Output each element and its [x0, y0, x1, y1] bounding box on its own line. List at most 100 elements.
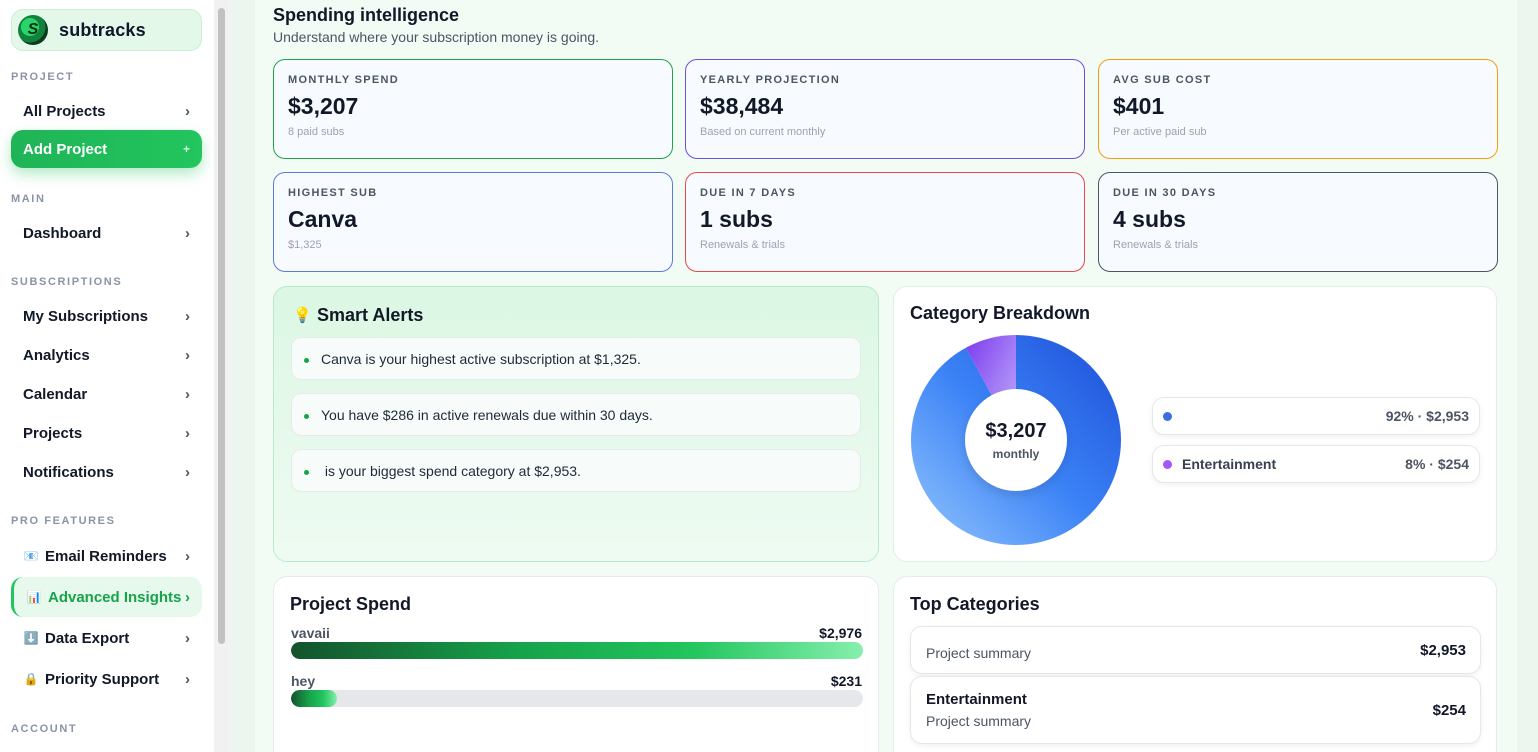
alert-text: You have $286 in active renewals due wit…	[321, 406, 653, 423]
stat-card-highest-sub: HIGHEST SUB Canva $1,325	[273, 172, 673, 272]
sidebar-item-label: Data Export	[45, 629, 130, 647]
chevron-right-icon: ›	[185, 102, 190, 120]
chevron-right-icon: ›	[185, 547, 190, 565]
chevron-right-icon: ›	[185, 588, 190, 606]
sidebar-scrollbar[interactable]	[214, 0, 230, 752]
project-name: vavaii	[291, 625, 330, 641]
main-content: Spending intelligence Understand where y…	[255, 0, 1517, 752]
lock-icon: 🔒	[23, 672, 39, 686]
stat-value: Canva	[288, 206, 358, 232]
category-row[interactable]: Project summary $2,953	[910, 626, 1481, 674]
alert-item: You have $286 in active renewals due wit…	[291, 393, 861, 436]
donut-center-value: $3,207	[985, 420, 1046, 442]
sidebar-item-add-project[interactable]: Add Project +	[11, 130, 202, 168]
stat-subtext: $1,325	[288, 239, 322, 251]
stat-value: 4 subs	[1113, 206, 1186, 232]
sidebar-item-email-reminders[interactable]: 📧 Email Reminders ›	[11, 537, 202, 575]
project-progress-fill	[291, 690, 337, 707]
category-donut-chart: $3,207 monthly	[911, 335, 1121, 545]
sidebar-item-label: Priority Support	[45, 670, 160, 688]
stat-card-due-30-days: DUE IN 30 DAYS 4 subs Renewals & trials	[1098, 172, 1498, 272]
legend-dot-icon	[1163, 411, 1172, 421]
sidebar-item-dashboard[interactable]: Dashboard ›	[11, 214, 202, 252]
brand-name: subtracks	[59, 19, 146, 40]
stat-label: DUE IN 30 DAYS	[1113, 187, 1217, 199]
alert-item: is your biggest spend category at $2,953…	[291, 449, 861, 492]
stat-card-due-7-days: DUE IN 7 DAYS 1 subs Renewals & trials	[685, 172, 1085, 272]
smart-alerts-card: 💡 Smart Alerts Canva is your highest act…	[273, 286, 879, 562]
sidebar-item-notifications[interactable]: Notifications ›	[11, 453, 202, 491]
stat-label: DUE IN 7 DAYS	[700, 187, 796, 199]
project-name: hey	[291, 673, 316, 689]
top-categories-card: Top Categories Project summary $2,953 En…	[893, 576, 1497, 752]
stat-subtext: Renewals & trials	[1113, 239, 1198, 251]
stat-card-yearly-projection: YEARLY PROJECTION $38,484 Based on curre…	[685, 59, 1085, 159]
stat-value: $401	[1113, 93, 1165, 119]
bullet-dot-icon	[304, 358, 309, 363]
sidebar-item-label: Dashboard	[23, 224, 102, 242]
category-row[interactable]: Entertainment Project summary $254	[910, 676, 1481, 744]
sidebar-item-my-subscriptions[interactable]: My Subscriptions ›	[11, 297, 202, 335]
sidebar-item-label: Notifications	[23, 463, 114, 481]
chevron-right-icon: ›	[185, 385, 190, 403]
legend-dot-icon	[1163, 459, 1172, 469]
sidebar-item-projects[interactable]: Projects ›	[11, 414, 202, 452]
sidebar-item-all-projects[interactable]: All Projects ›	[11, 92, 202, 130]
category-name: Entertainment	[926, 691, 1027, 708]
legend-value: 8% · $254	[1405, 456, 1469, 472]
alert-text: Canva is your highest active subscriptio…	[321, 350, 641, 367]
project-value: $2,976	[819, 625, 862, 641]
sidebar-item-label: Calendar	[23, 385, 88, 403]
plus-icon: +	[182, 142, 190, 156]
brand-logo[interactable]: S subtracks	[11, 9, 202, 51]
stat-subtext: Renewals & trials	[700, 239, 785, 251]
chevron-right-icon: ›	[185, 307, 190, 325]
chevron-right-icon: ›	[185, 670, 190, 688]
sidebar-item-advanced-insights[interactable]: 📊 Advanced Insights ›	[11, 577, 202, 617]
stat-label: YEARLY PROJECTION	[700, 74, 841, 86]
sidebar-item-label: Add Project	[23, 140, 108, 158]
chevron-right-icon: ›	[185, 224, 190, 242]
chevron-right-icon: ›	[185, 424, 190, 442]
smart-alerts-title: Smart Alerts	[317, 305, 424, 325]
category-value: $2,953	[1420, 642, 1466, 659]
stat-value: $3,207	[288, 93, 359, 119]
sidebar-item-label: Advanced Insights	[48, 588, 182, 606]
top-categories-title: Top Categories	[910, 594, 1040, 614]
sidebar-item-label: Email Reminders	[45, 547, 167, 565]
section-label-project: PROJECT	[11, 71, 75, 83]
sidebar-item-label: My Subscriptions	[23, 307, 149, 325]
bullet-dot-icon	[304, 414, 309, 419]
stat-value: 1 subs	[700, 206, 773, 232]
category-sub: Project summary	[926, 713, 1032, 729]
bar-chart-icon: 📊	[26, 590, 42, 604]
sidebar-item-label: Projects	[23, 424, 83, 442]
project-progress-bar	[291, 642, 863, 659]
download-icon: ⬇️	[23, 631, 39, 645]
section-label-main: MAIN	[11, 193, 46, 205]
category-value: $254	[1432, 702, 1466, 719]
stat-label: MONTHLY SPEND	[288, 74, 400, 86]
scrollbar-thumb[interactable]	[218, 8, 225, 644]
page-subtitle: Understand where your subscription money…	[273, 29, 600, 45]
category-breakdown-title: Category Breakdown	[910, 303, 1091, 323]
sidebar-item-analytics[interactable]: Analytics ›	[11, 336, 202, 374]
lightbulb-icon: 💡	[293, 307, 312, 324]
stat-subtext: 8 paid subs	[288, 126, 345, 138]
sidebar-item-calendar[interactable]: Calendar ›	[11, 375, 202, 413]
email-icon: 📧	[23, 549, 39, 563]
legend-name: Entertainment	[1182, 456, 1277, 472]
donut-center	[965, 389, 1067, 491]
section-label-subscriptions: SUBSCRIPTIONS	[11, 276, 123, 288]
project-spend-card: Project Spend vavaii $2,976 hey $231	[273, 576, 879, 752]
chevron-right-icon: ›	[185, 346, 190, 364]
category-sub: Project summary	[926, 645, 1032, 661]
logo-icon: S	[18, 15, 48, 45]
project-progress-bar	[291, 690, 863, 707]
bullet-dot-icon	[304, 470, 309, 475]
section-label-account: ACCOUNT	[11, 723, 78, 735]
sidebar-item-priority-support[interactable]: 🔒 Priority Support ›	[11, 660, 202, 698]
page-title: Spending intelligence	[273, 5, 460, 25]
stat-label: AVG SUB COST	[1113, 74, 1212, 86]
sidebar-item-data-export[interactable]: ⬇️ Data Export ›	[11, 619, 202, 657]
